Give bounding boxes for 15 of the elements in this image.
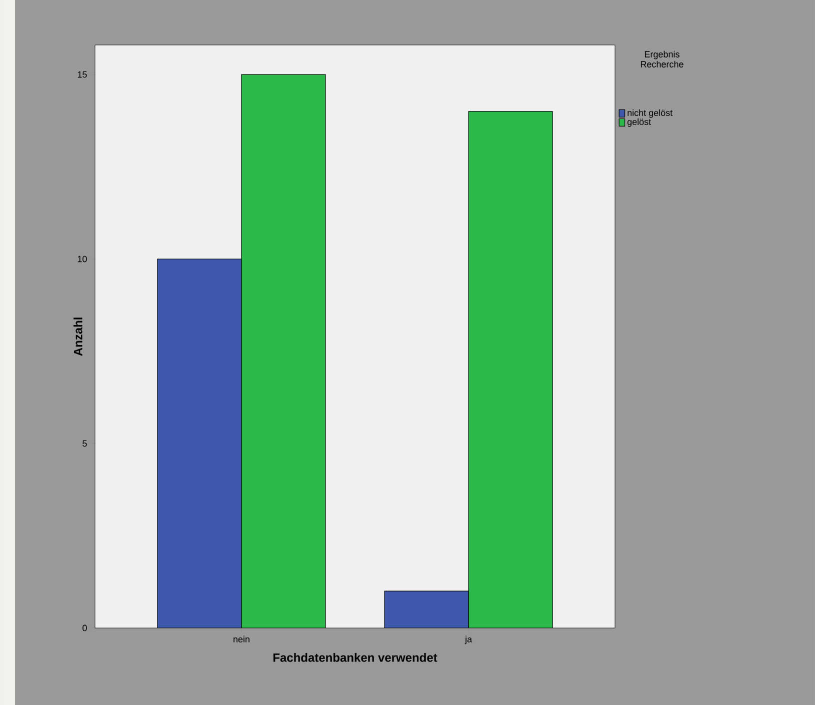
y-tick-label: 0 <box>82 624 87 632</box>
x-tick-label: nein <box>234 636 250 642</box>
legend-label: nicht gelöst <box>628 109 673 118</box>
x-tick-label: ja <box>464 636 472 644</box>
bar <box>384 590 469 628</box>
bar <box>157 258 242 628</box>
legend-title: Ergebnis Recherche <box>640 50 684 68</box>
bar <box>241 74 326 628</box>
y-tick-label: 10 <box>78 256 87 262</box>
x-axis-title: Fachdatenbanken verwendet <box>273 653 438 662</box>
y-axis-title: Anzahl <box>74 318 82 356</box>
y-tick-label: 5 <box>82 440 87 447</box>
legend-label: gelöst <box>627 118 652 127</box>
bar <box>468 111 553 628</box>
y-tick-label: 15 <box>78 71 87 78</box>
